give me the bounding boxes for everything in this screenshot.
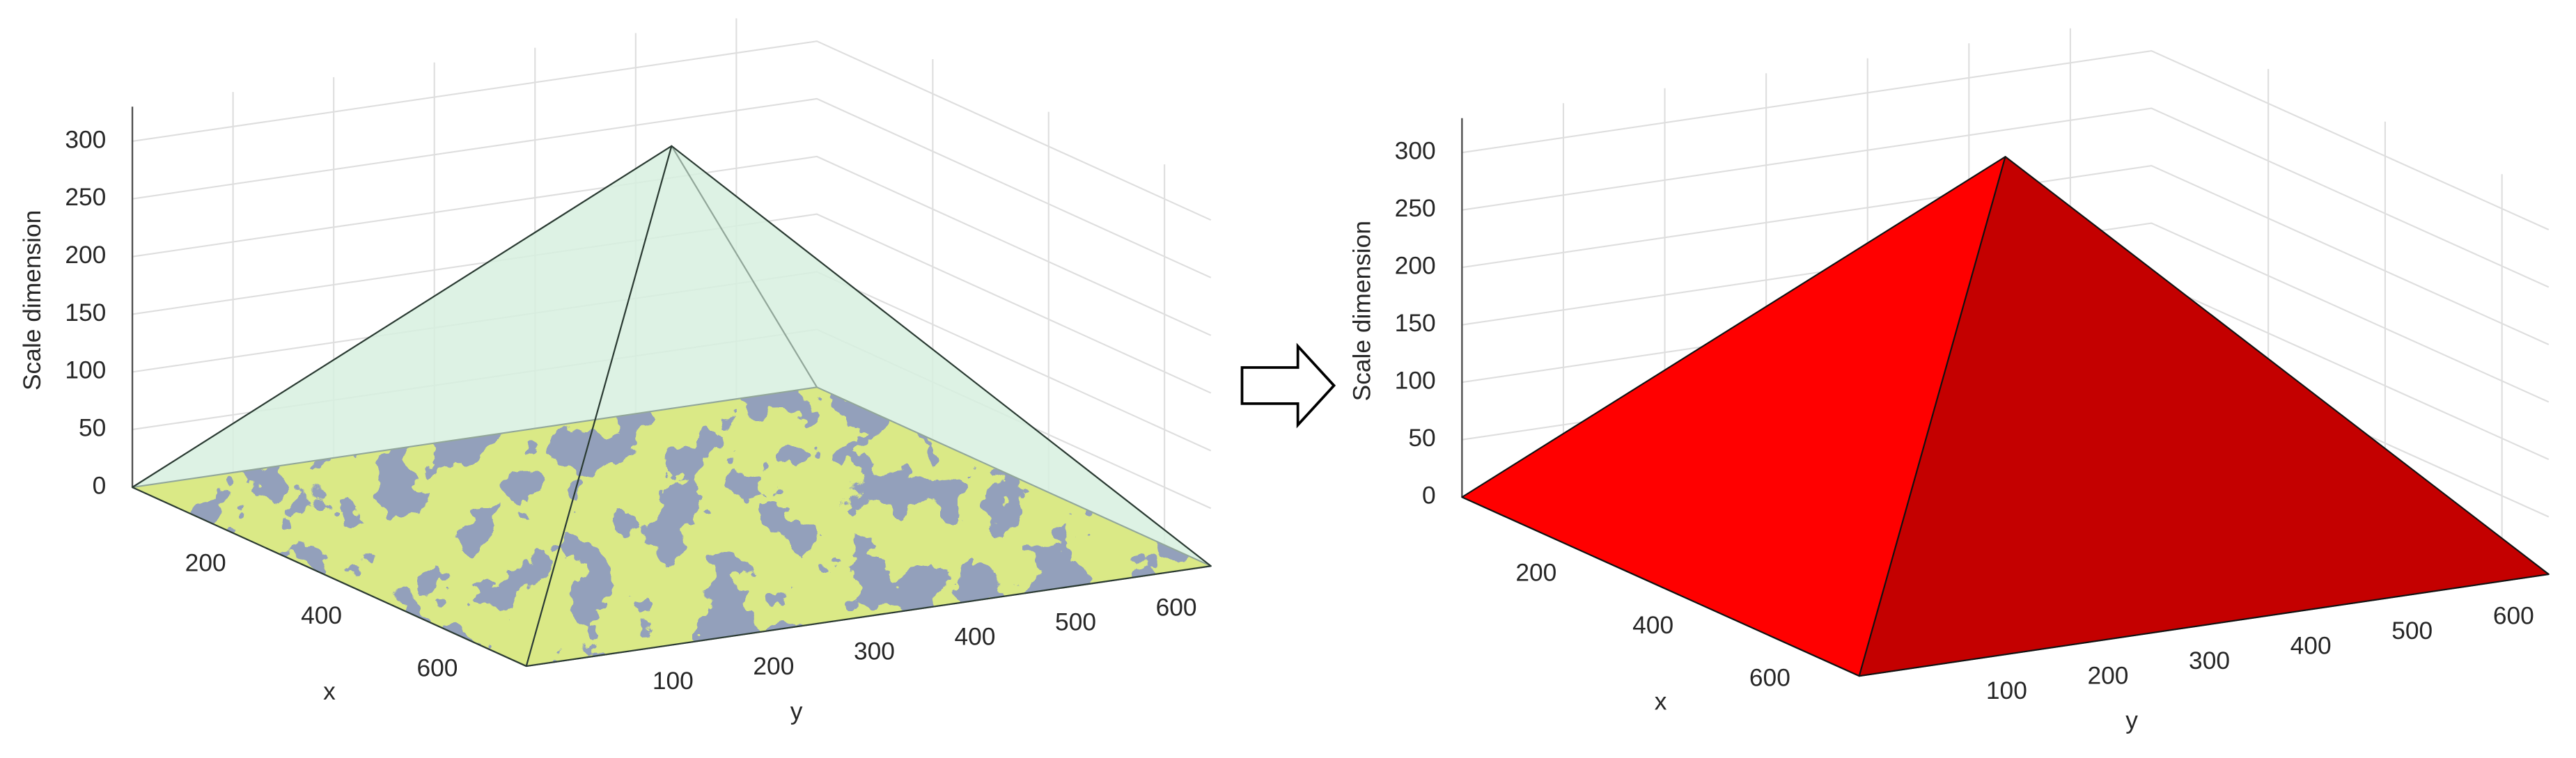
y-tick-label: 600 <box>2493 602 2534 629</box>
pyramid-face <box>1858 156 2550 677</box>
x-tick-label: 200 <box>185 549 226 576</box>
y-tick-label: 400 <box>2290 632 2332 659</box>
z-tick-label: 100 <box>65 357 106 384</box>
x-tick-label: 400 <box>301 602 342 629</box>
pyramid-face <box>525 145 1212 668</box>
z-tick-label: 300 <box>1395 138 1436 165</box>
grid-line <box>1462 164 2550 345</box>
y-tick-label: 100 <box>653 668 694 695</box>
grid-line <box>132 213 1212 394</box>
z-tick-label: 250 <box>65 184 106 211</box>
z-tick-label: 50 <box>1408 425 1435 452</box>
grid-line <box>132 97 1212 278</box>
z-tick-label: 150 <box>1395 310 1436 337</box>
x-axis-label: x <box>323 678 336 705</box>
z-tick-label: 0 <box>1422 482 1436 510</box>
z-tick-label: 150 <box>65 299 106 326</box>
y-tick-label: 600 <box>1156 594 1197 621</box>
y-axis-label: y <box>790 698 803 725</box>
y-tick-label: 200 <box>753 653 794 680</box>
z-tick-label: 250 <box>1395 195 1436 222</box>
y-tick-label: 200 <box>2087 662 2128 689</box>
y-axis-label: y <box>2125 706 2138 734</box>
y-tick-label: 500 <box>1055 608 1096 635</box>
x-tick-label: 600 <box>1749 665 1790 692</box>
grid-line <box>1462 222 2550 403</box>
x-tick-label: 400 <box>1632 612 1673 639</box>
z-axis-label: Scale dimension <box>19 210 46 390</box>
y-tick-label: 500 <box>2391 617 2433 645</box>
panel: 0 50 100 150 200 250 300 200 400 600 100 200 300 400 5… <box>1348 28 2550 734</box>
grid-line <box>1462 107 2550 288</box>
z-tick-label: 100 <box>1395 368 1436 395</box>
z-tick-label: 200 <box>1395 253 1436 280</box>
y-tick-label: 300 <box>2189 647 2230 674</box>
z-tick-label: 300 <box>65 126 106 153</box>
x-axis-label: x <box>1655 688 1667 715</box>
grid-line <box>132 155 1212 336</box>
z-axis-label: Scale dimension <box>1348 221 1375 401</box>
grid-line <box>1462 49 2550 230</box>
transition-arrow <box>1240 342 1336 429</box>
grid-line <box>132 40 1212 221</box>
z-tick-label: 50 <box>79 415 106 442</box>
y-tick-label: 100 <box>1986 677 2027 704</box>
z-tick-label: 200 <box>65 242 106 269</box>
panel: 0 50 100 150 200 250 300 200 400 600 100 200 300 400 5… <box>19 18 1212 725</box>
z-tick-label: 0 <box>93 472 107 499</box>
y-tick-label: 400 <box>954 624 995 651</box>
x-tick-label: 600 <box>416 654 458 681</box>
y-tick-label: 300 <box>854 638 895 665</box>
x-tick-label: 200 <box>1515 559 1556 586</box>
